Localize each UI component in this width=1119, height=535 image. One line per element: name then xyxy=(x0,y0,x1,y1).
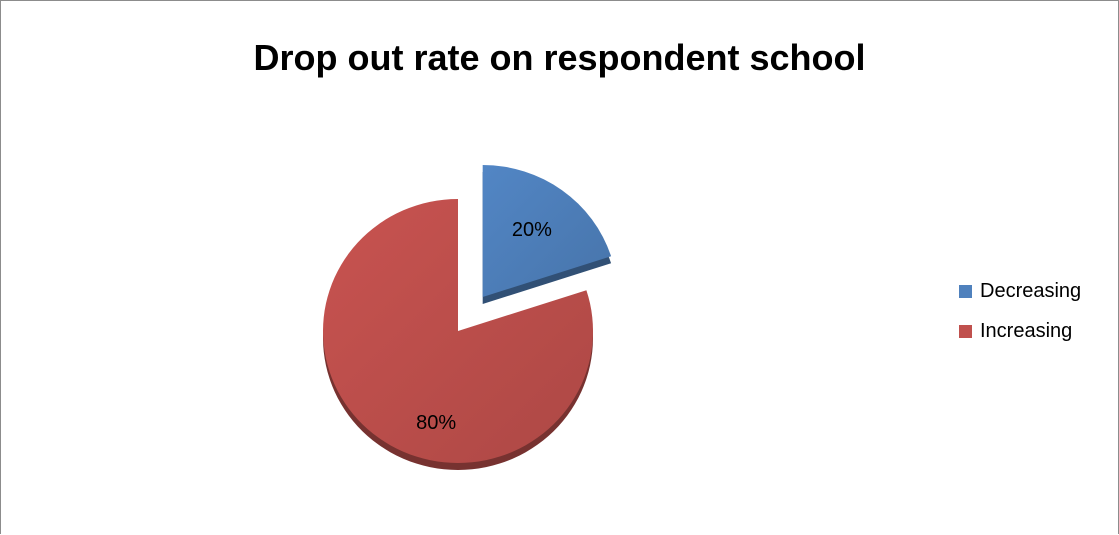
legend-label: Decreasing xyxy=(980,279,1082,302)
legend-item-increasing: Increasing xyxy=(959,319,1081,343)
legend: Decreasing Increasing xyxy=(959,279,1081,359)
data-label-increasing: 80% xyxy=(416,412,456,434)
legend-item-decreasing: Decreasing xyxy=(959,279,1081,303)
data-label-decreasing: 20% xyxy=(512,219,552,241)
legend-swatch xyxy=(959,284,972,298)
legend-label: Increasing xyxy=(980,319,1073,342)
legend-swatch xyxy=(959,324,972,338)
pie-slice-decreasing xyxy=(482,165,612,298)
chart-title: Drop out rate on respondent school xyxy=(253,37,866,78)
pie-slice-increasing xyxy=(323,199,593,463)
